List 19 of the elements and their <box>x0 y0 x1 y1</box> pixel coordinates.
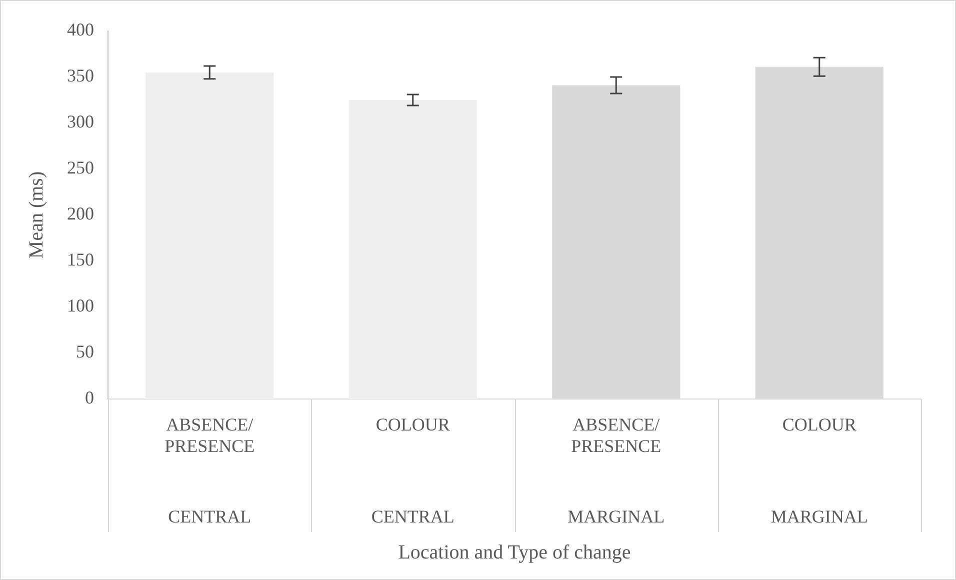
y-tick-label: 50 <box>76 342 94 362</box>
y-tick-label: 400 <box>67 20 94 40</box>
x-axis-title: Location and Type of change <box>398 541 631 564</box>
y-tick-label: 0 <box>85 388 94 408</box>
x-tick-label: ABSENCE/PRESENCE <box>571 414 662 456</box>
x-tick-label: COLOUR <box>376 414 450 435</box>
y-tick-label: 100 <box>67 296 94 316</box>
y-tick-label: 250 <box>67 158 94 178</box>
x-tick-label: ABSENCE/PRESENCE <box>164 414 255 456</box>
y-tick-label: 150 <box>67 250 94 270</box>
text: CENTRAL <box>371 506 454 527</box>
text: CENTRAL <box>168 506 252 527</box>
text: MARGINAL <box>770 506 868 527</box>
y-tick-label: 300 <box>67 112 94 132</box>
y-tick-label: 350 <box>67 66 94 86</box>
y-axis-title: Mean (ms) <box>25 171 48 259</box>
y-tick-label: 200 <box>67 204 94 224</box>
x-tick-label: COLOUR <box>782 414 856 435</box>
text: MARGINAL <box>568 506 665 527</box>
